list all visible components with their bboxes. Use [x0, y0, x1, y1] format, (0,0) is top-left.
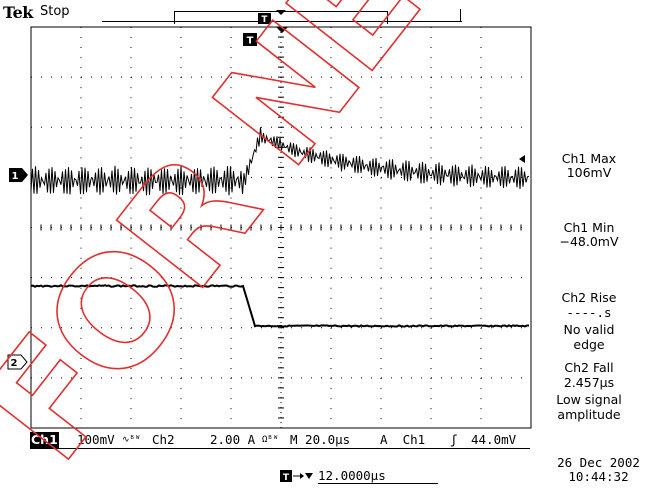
ch1-ground-marker: 1 [9, 168, 28, 182]
meas-ch1-max-title: Ch1 Max [561, 151, 617, 166]
timestamp: 26 Dec 2002 10:44:32 [550, 456, 647, 484]
ch2-waveform [30, 284, 529, 328]
trigger-position-marker: T [243, 27, 288, 47]
trigger-level: 44.0mV [471, 432, 517, 447]
meas-ch2-fall-note1: Low signal [556, 392, 622, 407]
date-text: 26 Dec 2002 [557, 455, 640, 470]
status-bar: Ch1 100mV ∿ᴮᵂ Ch2 2.00 A Ωᴮᵂ M 20.0µs A … [30, 432, 530, 448]
time-text: 10:44:32 [568, 469, 629, 484]
ch2-coupling-icon: Ωᴮᵂ [262, 435, 279, 445]
trigger-source: A Ch1 [380, 432, 426, 447]
ch1-marker-label: 1 [12, 171, 19, 182]
ch1-scale: 100mV [77, 432, 115, 447]
ch1-label: Ch1 [30, 432, 59, 448]
meas-ch2-rise-note2: edge [573, 337, 605, 352]
record-view-end-tick [460, 9, 461, 22]
meas-ch1-min-title: Ch1 Min [563, 220, 615, 235]
record-view-line [102, 21, 462, 22]
trigger-level-arrow [519, 155, 525, 163]
acquisition-status: Stop [40, 4, 70, 19]
meas-ch2-rise-note1: No valid [563, 322, 615, 337]
record-trigger-label: T [261, 15, 268, 25]
trigger-position-icon: T [280, 470, 313, 483]
meas-ch2-fall-title: Ch2 Fall [564, 360, 614, 375]
ch2-label: Ch2 [152, 432, 175, 447]
ch2-marker-label: 2 [11, 358, 18, 369]
ch1-coupling-icon: ∿ᴮᵂ [122, 435, 141, 445]
meas-ch2-fall-note2: amplitude [557, 407, 621, 422]
meas-ch2-rise-title: Ch2 Rise [561, 290, 617, 305]
record-trigger-indicator: T [258, 10, 286, 25]
meas-ch2-fall-value: 2.457µs [563, 375, 615, 390]
trigger-position-value: 12.0000µs [318, 468, 386, 483]
trigger-marker-label: T [247, 36, 254, 47]
ch2-ground-marker: 2 [7, 354, 28, 370]
trigger-position-icon-label: T [283, 473, 290, 483]
meas-ch1-max-value: 106mV [566, 165, 612, 180]
graticule [30, 26, 532, 429]
trigger-position-underline [318, 483, 438, 484]
ch1-waveform [30, 127, 530, 196]
meas-ch2-rise-value: ----.s [566, 305, 612, 320]
trigger-slope-icon: ʃ [450, 432, 458, 447]
ch2-scale: 2.00 A [210, 432, 256, 447]
timebase: M 20.0µs [290, 432, 351, 447]
meas-ch1-min-value: −48.0mV [559, 234, 619, 249]
status-bar-underline [30, 448, 530, 449]
tek-logo: Tek [3, 3, 33, 22]
